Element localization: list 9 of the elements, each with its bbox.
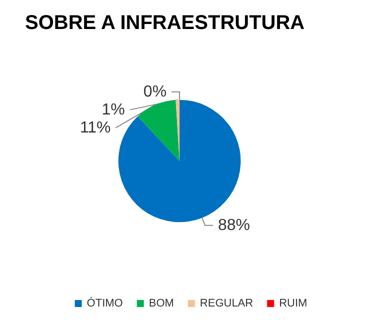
data-label: 11% bbox=[80, 119, 111, 136]
legend-label: BOM bbox=[148, 298, 174, 310]
chart-title: SOBRE A INFRAESTRUTURA bbox=[25, 12, 305, 34]
legend-label: REGULAR bbox=[200, 298, 254, 310]
data-label: 1% bbox=[102, 101, 125, 118]
data-label: 88% bbox=[218, 216, 250, 234]
text: 0% bbox=[143, 83, 167, 100]
legend-label: ÓTIMO bbox=[86, 296, 124, 310]
legend-label: RUIM bbox=[279, 298, 308, 310]
